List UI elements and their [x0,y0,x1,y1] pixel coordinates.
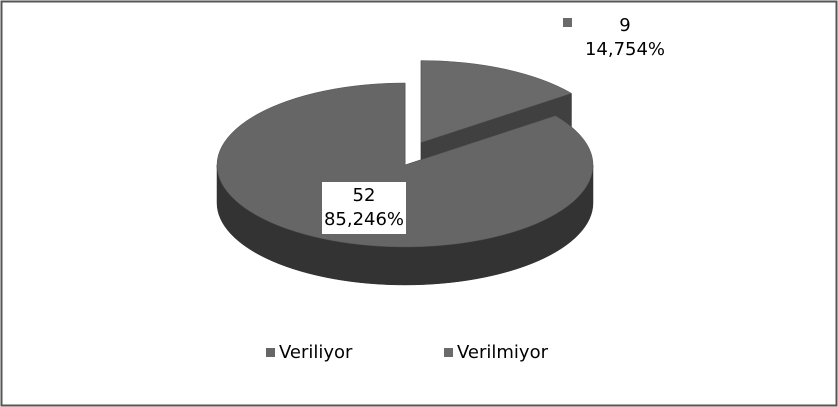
slice-top [216,82,594,248]
data-label-percent: 14,754% [585,39,665,60]
data-label-percent: 85,246% [324,209,404,230]
slice-top [420,60,573,143]
legend-label: Verilmiyor [457,342,549,363]
data-label-value: 9 [619,15,630,36]
legend-label: Veriliyor [279,342,353,363]
data-label-value: 52 [353,185,376,206]
data-label-box [322,182,406,234]
legend-swatch [444,348,453,357]
legend-swatch [266,348,275,357]
data-label-key [563,18,572,27]
